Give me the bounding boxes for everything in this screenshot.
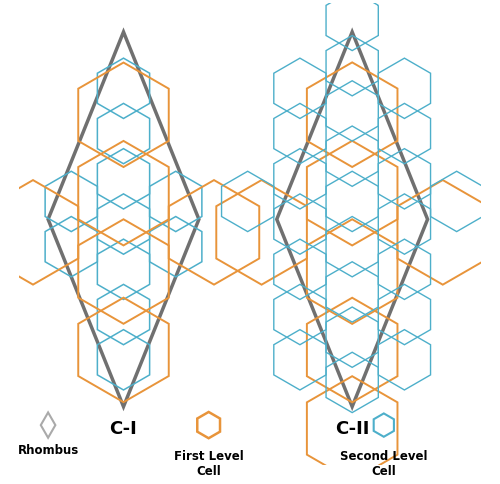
Text: First Level
Cell: First Level Cell [174,451,244,478]
Text: C-I: C-I [110,420,138,438]
Text: Rhombus: Rhombus [18,444,78,457]
Text: C-II: C-II [335,420,370,438]
Text: Second Level
Cell: Second Level Cell [340,451,428,478]
